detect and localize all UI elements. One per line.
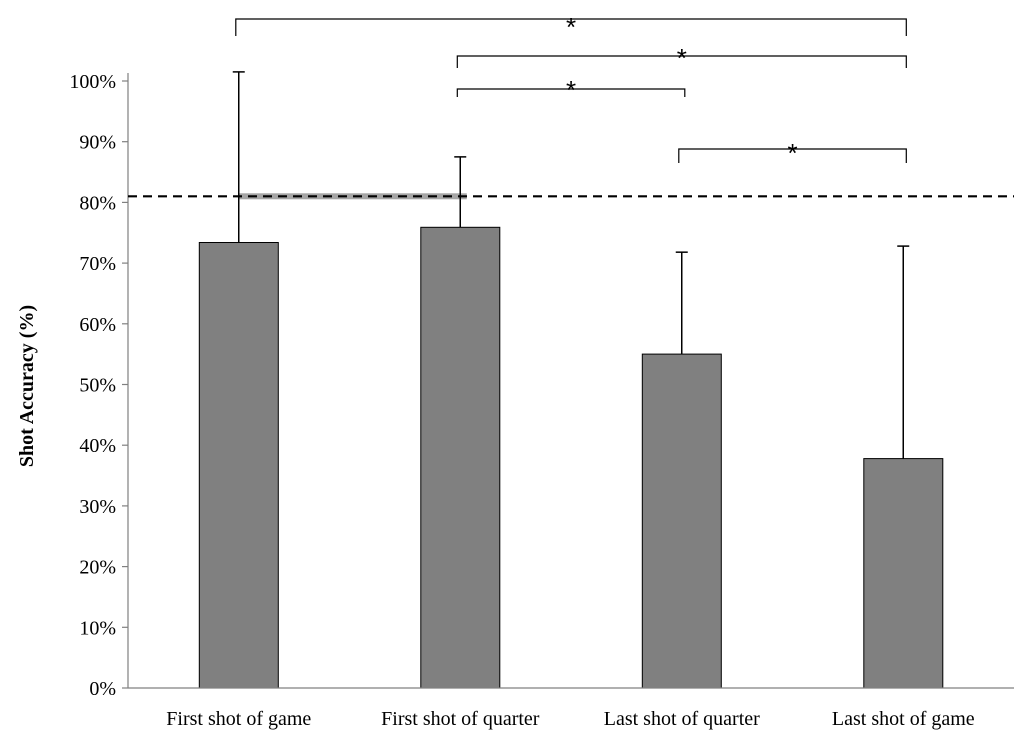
significance-bracket [456, 88, 686, 97]
bar-4 [863, 458, 944, 689]
y-tick-label: 70% [79, 253, 116, 275]
y-tick-label: 90% [79, 132, 116, 154]
significance-star: * [787, 138, 797, 168]
significance-bracket [235, 18, 907, 36]
y-axis-label: Shot Accuracy (%) [16, 305, 38, 467]
significance-bracket [456, 55, 907, 68]
significance-star: * [677, 43, 687, 73]
axis-layer [122, 73, 1014, 689]
x-tick-label: Last shot of quarter [604, 708, 760, 730]
y-tick-label: 20% [79, 557, 116, 579]
bar-1 [198, 242, 279, 689]
significance-star: * [566, 12, 576, 42]
y-tick-label: 50% [79, 375, 116, 397]
significance-star: * [566, 75, 576, 105]
error-bars-layer [232, 71, 910, 459]
bars-layer [198, 226, 944, 689]
y-tick-label: 10% [79, 617, 116, 639]
y-tick-label: 0% [89, 678, 116, 700]
x-tick-label: First shot of quarter [381, 708, 540, 730]
bar-2 [420, 226, 501, 689]
x-tick-label: First shot of game [166, 708, 311, 730]
bar-3 [641, 353, 722, 689]
significance-bracket [678, 148, 907, 163]
significance-brackets-layer: * * * * [235, 12, 907, 168]
reference-line-layer [128, 193, 1014, 200]
y-tick-label: 60% [79, 314, 116, 336]
labels-layer: 0% 10% 20% 30% 40% 50% 60% 70% 80% 90% 100% First s… [69, 71, 974, 730]
y-tick-label: 30% [79, 496, 116, 518]
y-tick-label: 40% [79, 435, 116, 457]
y-tick-label: 100% [69, 71, 116, 93]
x-tick-label: Last shot of game [832, 708, 975, 730]
y-tick-label: 80% [79, 192, 116, 214]
